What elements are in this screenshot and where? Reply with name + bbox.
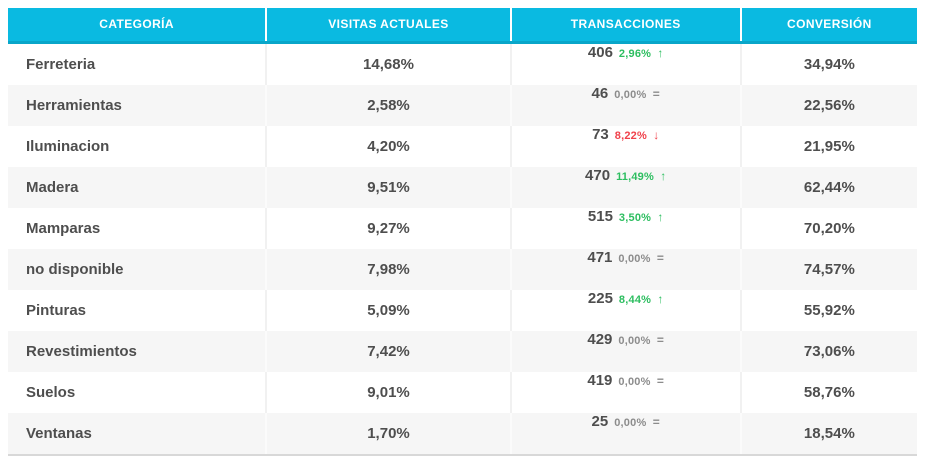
visits-cell: 7,42% — [265, 331, 510, 372]
category-cell: Suelos — [26, 384, 76, 401]
transactions-value: 25 — [591, 413, 609, 430]
table-row: Madera 9,51% 470 11,49% ↑ 62,44% — [8, 167, 917, 208]
transactions-cell: 429 0,00% = — [509, 331, 740, 372]
table-row: Iluminacion 4,20% 73 8,22% ↓ 21,95% — [8, 126, 917, 167]
visits-cell: 7,98% — [265, 249, 510, 290]
change-percent: 8,22% — [614, 130, 651, 142]
trend-icon: ↑ — [660, 169, 667, 183]
conversion-cell: 55,92% — [739, 290, 917, 331]
transactions-change: 3,50% ↑ — [619, 210, 664, 224]
transactions-cell: 419 0,00% = — [509, 372, 740, 413]
transactions-value: 406 — [587, 44, 613, 61]
transactions-change: 0,00% = — [618, 251, 664, 265]
transactions-value: 515 — [587, 208, 613, 225]
transactions-cell: 46 0,00% = — [509, 85, 740, 126]
change-percent: 11,49% — [616, 171, 658, 183]
conversion-cell: 18,54% — [739, 413, 917, 454]
category-cell: Iluminacion — [26, 138, 110, 155]
visits-cell: 1,70% — [265, 413, 510, 454]
transactions-value: 73 — [592, 126, 609, 143]
transactions-change: 8,44% ↑ — [619, 292, 664, 306]
transactions-change: 11,49% ↑ — [616, 169, 666, 183]
transactions-cell: 25 0,00% = — [509, 413, 740, 454]
trend-icon: = — [656, 333, 665, 347]
table-row: Pinturas 5,09% 225 8,44% ↑ 55,92% — [8, 290, 917, 331]
conversion-cell: 62,44% — [739, 167, 917, 208]
conversion-cell: 34,94% — [739, 44, 917, 85]
transactions-change: 2,96% ↑ — [619, 46, 664, 60]
visits-cell: 9,01% — [265, 372, 510, 413]
visits-cell: 9,27% — [265, 208, 510, 249]
column-header-conversion: CONVERSIÓN — [739, 8, 917, 41]
transactions-change: 0,00% = — [614, 415, 660, 429]
category-cell: Ventanas — [26, 425, 92, 442]
visits-cell: 4,20% — [265, 126, 510, 167]
transactions-change: 8,22% ↓ — [615, 128, 660, 142]
conversion-cell: 58,76% — [739, 372, 917, 413]
category-cell: Mamparas — [26, 220, 101, 237]
category-cell: Revestimientos — [26, 343, 137, 360]
column-header-categoria: CATEGORÍA — [99, 17, 174, 31]
transactions-cell: 515 3,50% ↑ — [509, 208, 740, 249]
transactions-value: 225 — [587, 290, 613, 307]
transactions-value: 419 — [587, 372, 613, 389]
change-percent: 8,44% — [618, 294, 655, 306]
category-cell: Madera — [26, 179, 79, 196]
category-cell: Ferreteria — [26, 56, 96, 73]
category-cell: no disponible — [26, 261, 124, 278]
table-row: Ferreteria 14,68% 406 2,96% ↑ 34,94% — [8, 44, 917, 85]
transactions-cell: 406 2,96% ↑ — [509, 44, 740, 85]
change-percent: 0,00% — [614, 417, 650, 429]
visits-cell: 9,51% — [265, 167, 510, 208]
conversion-cell: 73,06% — [739, 331, 917, 372]
change-percent: 0,00% — [618, 335, 654, 347]
trend-icon: = — [656, 251, 665, 265]
change-percent: 0,00% — [618, 253, 654, 265]
visits-cell: 2,58% — [265, 85, 510, 126]
transactions-change: 0,00% = — [618, 374, 664, 388]
trend-icon: ↑ — [657, 46, 664, 60]
conversion-cell: 22,56% — [739, 85, 917, 126]
trend-icon: ↓ — [653, 128, 660, 142]
transactions-value: 471 — [587, 249, 613, 266]
visits-cell: 14,68% — [265, 44, 510, 85]
conversion-cell: 70,20% — [739, 208, 917, 249]
transactions-cell: 470 11,49% ↑ — [509, 167, 740, 208]
table-row: Herramientas 2,58% 46 0,00% = 22,56% — [8, 85, 917, 126]
transactions-change: 0,00% = — [614, 87, 660, 101]
change-percent: 0,00% — [614, 89, 650, 101]
column-header-transacciones: TRANSACCIONES — [509, 8, 740, 41]
transactions-value: 46 — [591, 85, 609, 102]
change-percent: 3,50% — [618, 212, 655, 224]
visits-cell: 5,09% — [265, 290, 510, 331]
trend-icon: = — [652, 87, 660, 101]
transactions-value: 470 — [585, 167, 611, 184]
column-header-visitas: VISITAS ACTUALES — [265, 8, 510, 41]
category-analytics-table: CATEGORÍA VISITAS ACTUALES TRANSACCIONES… — [8, 8, 917, 456]
table-row: Revestimientos 7,42% 429 0,00% = 73,06% — [8, 331, 917, 372]
category-cell: Pinturas — [26, 302, 87, 319]
transactions-cell: 225 8,44% ↑ — [509, 290, 740, 331]
change-percent: 0,00% — [618, 376, 654, 388]
trend-icon: ↑ — [657, 292, 664, 306]
change-percent: 2,96% — [618, 48, 655, 60]
table-row: Suelos 9,01% 419 0,00% = 58,76% — [8, 372, 917, 413]
trend-icon: = — [652, 415, 660, 429]
trend-icon: ↑ — [657, 210, 664, 224]
transactions-value: 429 — [587, 331, 613, 348]
table-body: Ferreteria 14,68% 406 2,96% ↑ 34,94% Her… — [8, 44, 917, 454]
category-cell: Herramientas — [26, 97, 122, 114]
table-header: CATEGORÍA VISITAS ACTUALES TRANSACCIONES… — [8, 8, 917, 44]
conversion-cell: 74,57% — [739, 249, 917, 290]
table-row: Ventanas 1,70% 25 0,00% = 18,54% — [8, 413, 917, 454]
table-row: Mamparas 9,27% 515 3,50% ↑ 70,20% — [8, 208, 917, 249]
table-row: no disponible 7,98% 471 0,00% = 74,57% — [8, 249, 917, 290]
transactions-change: 0,00% = — [618, 333, 664, 347]
transactions-cell: 73 8,22% ↓ — [509, 126, 740, 167]
trend-icon: = — [656, 374, 665, 388]
transactions-cell: 471 0,00% = — [509, 249, 740, 290]
conversion-cell: 21,95% — [739, 126, 917, 167]
